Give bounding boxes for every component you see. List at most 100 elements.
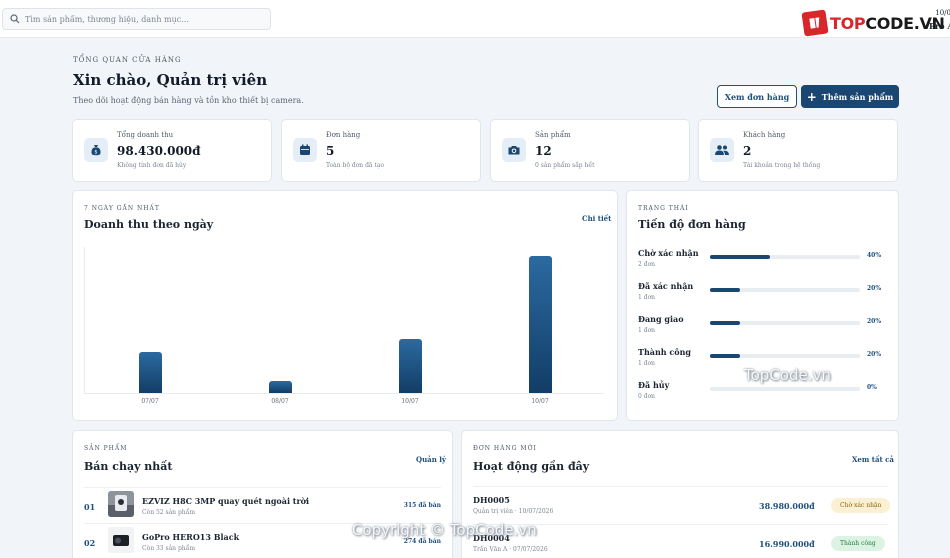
status-progress-track (710, 288, 860, 292)
plus-icon: + (806, 89, 817, 104)
order-row[interactable]: DH0005 Quản trị viên · 10/07/2026 38.980… (473, 486, 891, 523)
status-label: Chờ xác nhận (638, 248, 699, 258)
manage-products-link[interactable]: Quản lý (416, 455, 446, 464)
page-title: Xin chào, Quản trị viên (73, 71, 268, 89)
order-status-card: TRẠNG THÁI Tiến độ đơn hàng Chờ xác nhận… (626, 190, 899, 421)
status-count: 1 đơn (638, 294, 656, 301)
status-label: Đã hủy (638, 380, 670, 390)
chart-bar (268, 381, 292, 393)
status-title: Tiến độ đơn hàng (638, 218, 746, 231)
status-percent: 20% (867, 285, 882, 292)
logo-mark-icon (801, 9, 829, 37)
search-box[interactable] (2, 8, 271, 30)
product-rank: 01 (84, 502, 96, 512)
status-row: Đã hủy 0 đơn 0% (638, 380, 888, 404)
status-percent: 20% (867, 351, 882, 358)
stat-label: Tổng doanh thu (117, 131, 174, 139)
product-sold: 315 đã bán (403, 502, 441, 509)
status-progress-fill (710, 354, 740, 358)
order-amount: 38.980.000đ (759, 501, 815, 511)
product-row[interactable]: 02 GoPro HERO13 Black Còn 33 sản phẩm 27… (84, 523, 441, 557)
status-count: 0 đơn (638, 393, 656, 400)
camera-icon (502, 138, 526, 162)
product-rank: 02 (84, 538, 96, 548)
stat-note: 0 sản phẩm sắp hết (535, 162, 595, 169)
status-count: 1 đơn (638, 327, 656, 334)
revenue-title: Doanh thu theo ngày (84, 218, 214, 231)
status-label: Đã xác nhận (638, 281, 694, 291)
status-progress-fill (710, 288, 740, 292)
order-row[interactable]: DH0004 Trần Văn A · 07/07/2026 16.990.00… (473, 524, 888, 558)
order-code: DH0004 (473, 533, 510, 543)
bestsellers-title: Bán chạy nhất (84, 460, 173, 473)
user-name: Pro A (929, 21, 950, 31)
user-menu[interactable]: 10/0 Pro A (929, 7, 950, 33)
stat-label: Sản phẩm (535, 131, 571, 139)
status-row: Chờ xác nhận 2 đơn 40% (638, 248, 888, 272)
product-stock: Còn 52 sản phẩm (142, 509, 196, 516)
stat-note: Không tính đơn đã hủy (117, 162, 187, 169)
stat-label: Khách hàng (743, 131, 786, 139)
users-icon (710, 138, 734, 162)
stat-note: Toàn bộ đơn đã tạo (326, 162, 385, 169)
order-meta: Trần Văn A · 07/07/2026 (473, 546, 548, 553)
order-meta: Quản trị viên · 10/07/2026 (473, 508, 554, 515)
status-row: Thành công 1 đơn 20% (638, 347, 888, 371)
status-progress-fill (710, 255, 770, 259)
bestsellers-card: SẢN PHẨM Bán chạy nhất Quản lý 01 EZVIZ … (72, 430, 453, 558)
calendar-icon (293, 138, 317, 162)
status-progress-track (710, 387, 860, 391)
stat-card-orders: Đơn hàng 5 Toàn bộ đơn đã tạo (281, 119, 481, 182)
order-status-badge: Chờ xác nhận (831, 498, 891, 513)
status-progress-track (710, 321, 860, 325)
add-product-label: Thêm sản phẩm (821, 91, 894, 102)
view-all-orders-link[interactable]: Xem tất cả (852, 455, 894, 464)
revenue-detail-link[interactable]: Chi tiết (582, 214, 612, 223)
money-bag-icon: $ (84, 138, 108, 162)
stat-card-products: Sản phẩm 12 0 sản phẩm sắp hết (490, 119, 690, 182)
brand-name: TOPCODE.VN (830, 13, 945, 33)
page-eyebrow: TỔNG QUAN CỬA HÀNG (73, 56, 182, 64)
recent-orders-card: ĐƠN HÀNG MỚI Hoạt động gần đây Xem tất c… (461, 430, 899, 558)
chart-bar (528, 256, 552, 393)
status-row: Đã xác nhận 1 đơn 20% (638, 281, 888, 305)
search-icon (10, 14, 20, 24)
product-name: GoPro HERO13 Black (142, 532, 240, 542)
product-stock: Còn 33 sản phẩm (142, 545, 196, 552)
product-thumbnail (108, 491, 134, 517)
status-progress-track (710, 255, 860, 259)
product-sold: 274 đã bán (403, 538, 441, 545)
orders-title: Hoạt động gần đây (473, 460, 590, 473)
status-percent: 0% (867, 384, 877, 391)
stat-card-customers: Khách hàng 2 Tài khoản trong hệ thống (698, 119, 898, 182)
status-count: 1 đơn (638, 360, 656, 367)
brand-logo[interactable]: TOPCODE.VN (801, 9, 945, 37)
top-bar: TOPCODE.VN 10/0 Pro A (0, 0, 950, 38)
stat-value: 2 (743, 144, 752, 158)
status-percent: 40% (867, 252, 882, 259)
status-percent: 20% (867, 318, 882, 325)
stat-label: Đơn hàng (326, 131, 361, 139)
product-row[interactable]: 01 EZVIZ H8C 3MP quay quét ngoài trời Cò… (84, 487, 441, 521)
user-date: 10/0 (935, 9, 950, 17)
chart-x-tick: 07/07 (141, 398, 159, 405)
status-eyebrow: TRẠNG THÁI (638, 205, 689, 212)
add-product-button[interactable]: + Thêm sản phẩm (801, 85, 899, 108)
page-subtitle: Theo dõi hoạt động bán hàng và tồn kho t… (73, 96, 304, 105)
order-status-badge: Thành công (831, 536, 885, 551)
status-label: Thành công (638, 347, 691, 357)
stat-note: Tài khoản trong hệ thống (743, 162, 821, 169)
svg-text:$: $ (94, 150, 97, 156)
chart-bar (398, 338, 422, 393)
search-input[interactable] (25, 14, 255, 24)
status-count: 2 đơn (638, 261, 656, 268)
stat-card-revenue: $ Tổng doanh thu 98.430.000đ Không tính … (72, 119, 272, 182)
stat-value: 5 (326, 144, 335, 158)
stat-value: 98.430.000đ (117, 144, 201, 158)
product-thumbnail (108, 527, 134, 553)
product-name: EZVIZ H8C 3MP quay quét ngoài trời (142, 496, 310, 506)
stat-value: 12 (535, 144, 552, 158)
view-orders-button[interactable]: Xem đơn hàng (717, 85, 797, 108)
order-amount: 16.990.000đ (759, 539, 815, 549)
status-label: Đang giao (638, 314, 684, 324)
